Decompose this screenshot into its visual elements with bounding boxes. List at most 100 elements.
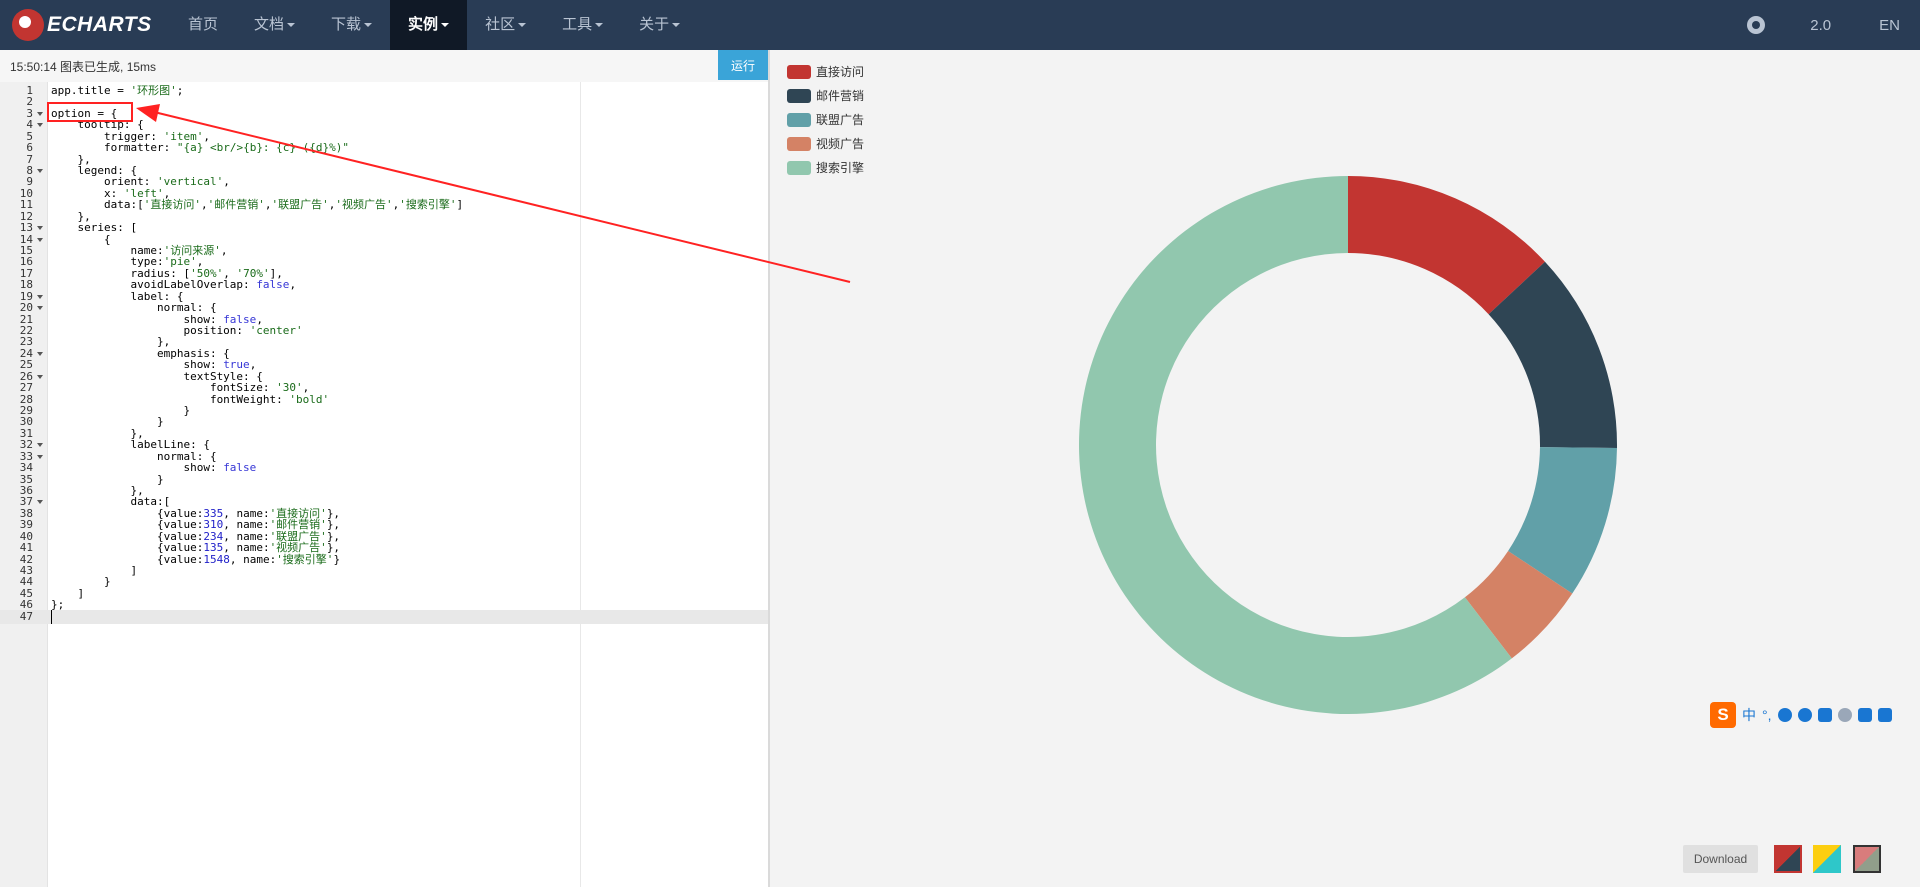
nav-item-5[interactable]: 工具 [544,0,621,50]
code-line[interactable]: 43 ] [0,564,768,578]
code-line[interactable]: 37 data:[ [0,495,768,509]
pie-slice-4[interactable] [1079,176,1512,715]
code-line[interactable]: 19 label: { [0,290,768,304]
pie-slice-1[interactable] [1488,261,1617,448]
theme-default[interactable] [1774,845,1802,873]
panel-divider[interactable] [768,50,770,887]
pie-slice-2[interactable] [1508,447,1617,594]
code-line[interactable]: 26 textStyle: { [0,370,768,384]
code-line[interactable]: 29 } [0,404,768,418]
grid-icon[interactable] [1877,708,1892,722]
code-line[interactable]: 14 { [0,233,768,247]
legend-label: 直接访问 [816,64,864,79]
code-line[interactable]: 25 show: true, [0,358,768,372]
line-number: 3 [26,106,33,120]
nav-item-4[interactable]: 社区 [467,0,544,50]
fold-toggle-icon[interactable] [37,123,43,128]
code-line[interactable]: 3 option = { [0,107,768,121]
run-button[interactable]: 运行 [718,50,768,80]
echarts-logo[interactable]: ECHARTS [12,8,152,42]
fold-toggle-icon[interactable] [37,454,43,459]
fold-toggle-icon[interactable] [37,306,43,311]
nav-item-1[interactable]: 文档 [236,0,313,50]
github-icon[interactable] [1747,16,1766,34]
nav-item-6[interactable]: 关于 [621,0,698,50]
code-line[interactable]: 24 emphasis: { [0,347,768,361]
fold-toggle-icon[interactable] [37,443,43,448]
line-number: 16 [19,255,33,269]
code-line[interactable]: 32 labelLine: { [0,438,768,452]
code-line[interactable]: 23 }, [0,335,768,349]
code-line[interactable]: 13 series: [ [0,221,768,235]
line-number: 9 [26,175,33,189]
legend-item-4[interactable]: 搜索引擎 [787,160,864,175]
theme-macarons[interactable] [1813,845,1841,873]
code-text: } [51,575,111,589]
code-line[interactable]: 36 }, [0,484,768,498]
code-line[interactable]: 34 show: false [0,461,768,475]
code-line[interactable]: 7 }, [0,153,768,167]
fold-toggle-icon[interactable] [37,294,43,299]
ime-punctuation[interactable]: °, [1762,707,1772,723]
fold-toggle-icon[interactable] [37,169,43,173]
code-line[interactable]: 38 {value:335, name:'直接访问'}, [0,507,768,521]
pie-slice-0[interactable] [1348,176,1545,315]
code-line[interactable]: 40 {value:234, name:'联盟广告'}, [0,530,768,544]
language-link[interactable]: EN [1879,16,1900,34]
legend-item-3[interactable]: 视频广告 [787,136,864,151]
code-line[interactable]: 33 normal: { [0,450,768,464]
fold-toggle-icon[interactable] [37,351,43,356]
code-line[interactable]: 1 app.title = '环形图'; [0,84,768,98]
code-line[interactable]: 35 } [0,473,768,487]
code-line[interactable]: 28 fontWeight: 'bold' [0,393,768,407]
code-line[interactable]: 8 legend: { [0,164,768,178]
editor-status-bar: 15:50:14 图表已生成, 15ms 运行 [0,50,768,83]
nav-item-3[interactable]: 实例 [390,0,468,50]
code-line[interactable]: 22 position: 'center' [0,324,768,338]
code-line[interactable]: 27 fontSize: '30', [0,381,768,395]
mic-icon[interactable] [1797,708,1812,722]
legend-item-2[interactable]: 联盟广告 [787,113,864,127]
code-line[interactable]: 46}; [0,598,768,612]
code-text: show: false, [51,312,263,326]
code-line[interactable]: 30 } [0,415,768,429]
code-line[interactable]: 20 normal: { [0,301,768,315]
code-text: labelLine: { [51,438,210,452]
code-line[interactable]: 47 [0,609,768,624]
nav-item-2[interactable]: 下载 [313,0,390,50]
fold-toggle-icon[interactable] [37,374,43,379]
line-number: 35 [19,472,33,486]
legend-item-1[interactable]: 邮件营销 [787,89,864,103]
code-editor[interactable]: 1 app.title = '环形图'; 2 3 option = {4 tooltip… [0,82,768,887]
code-line[interactable]: 42 {value:1548, name:'搜索引擎'} [0,553,768,567]
nav-item-0[interactable]: 首页 [170,0,236,50]
fold-toggle-icon[interactable] [37,237,43,242]
user-icon[interactable] [1837,708,1852,722]
code-line[interactable]: 41 {value:135, name:'视频广告'}, [0,541,768,555]
fold-toggle-icon[interactable] [37,226,43,231]
legend-item-0[interactable]: 直接访问 [787,64,864,79]
code-line[interactable]: 21 show: false, [0,313,768,327]
code-line[interactable]: 2 [0,95,768,109]
download-button[interactable]: Download [1683,845,1758,873]
code-line[interactable]: 45 ] [0,587,768,601]
line-number: 47 [19,609,33,623]
ime-chinese-mode[interactable]: 中 [1742,707,1756,723]
line-number: 15 [19,244,33,258]
line-number: 43 [19,564,33,578]
version-link[interactable]: 2.0 [1810,16,1832,34]
theme-infographic[interactable] [1853,845,1881,873]
pie-slice-3[interactable] [1464,551,1573,659]
code-line[interactable]: 12 }, [0,210,768,224]
smile-icon[interactable] [1777,708,1792,722]
sogou-ime-icon[interactable]: S [1710,702,1736,728]
fold-toggle-icon[interactable] [37,500,43,505]
code-line[interactable]: 39 {value:310, name:'邮件营销'}, [0,518,768,532]
code-line[interactable]: 44 } [0,575,768,589]
code-text: data:[ [51,495,171,509]
caret-down-icon [287,23,296,28]
shirt-icon[interactable] [1857,708,1872,722]
fold-toggle-icon[interactable] [37,111,43,116]
code-line[interactable]: 31 }, [0,427,768,441]
keyboard-icon[interactable] [1817,708,1832,722]
